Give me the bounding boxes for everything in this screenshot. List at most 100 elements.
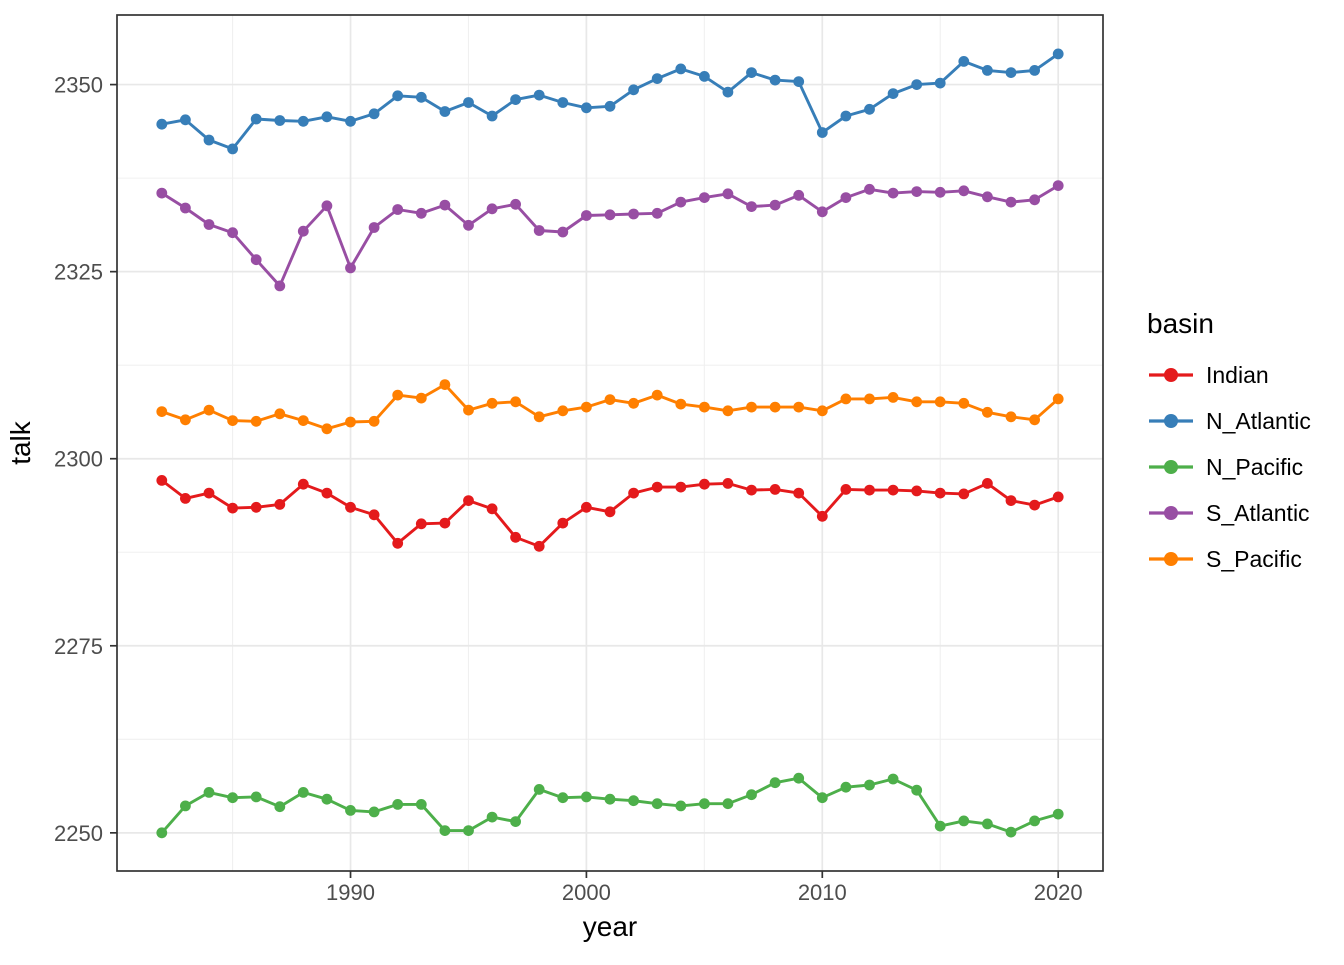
data-point <box>321 423 333 435</box>
data-point <box>533 225 545 236</box>
data-point <box>510 94 521 105</box>
data-point <box>840 110 852 122</box>
data-point <box>297 478 309 490</box>
data-point <box>934 77 946 89</box>
axis-ticks <box>110 83 1060 878</box>
data-point <box>1052 180 1064 192</box>
data-point <box>486 110 498 122</box>
data-point <box>368 108 380 120</box>
data-point <box>250 791 262 803</box>
legend-item-n_pacific: N_Pacific <box>1149 454 1303 480</box>
legend-label: N_Atlantic <box>1206 408 1311 434</box>
data-point <box>439 106 451 117</box>
data-point <box>840 192 852 204</box>
legend-key-point <box>1164 506 1178 520</box>
data-point <box>297 787 309 798</box>
data-point <box>604 793 616 805</box>
data-point <box>581 210 592 221</box>
legend-key-point <box>1164 460 1178 474</box>
data-point <box>793 487 805 499</box>
data-point <box>227 502 239 514</box>
series-n_pacific <box>156 772 1064 839</box>
data-point <box>722 798 734 810</box>
data-point <box>982 406 993 418</box>
data-point <box>675 398 687 410</box>
data-point <box>297 415 309 426</box>
x-tick-label: 2010 <box>798 880 847 905</box>
data-point <box>1029 815 1040 827</box>
data-point <box>840 781 852 793</box>
data-point <box>699 71 710 82</box>
series-indian <box>156 475 1064 552</box>
data-point <box>793 76 805 87</box>
data-point <box>203 404 215 416</box>
legend-label: N_Pacific <box>1206 454 1303 480</box>
data-point <box>816 792 828 804</box>
data-point <box>250 501 262 513</box>
data-point <box>1029 499 1040 511</box>
data-point <box>746 484 757 496</box>
data-point <box>227 415 239 426</box>
data-point <box>982 191 993 203</box>
data-point <box>982 818 993 830</box>
data-point <box>887 187 899 199</box>
panel-border <box>116 14 1104 872</box>
x-tick-label: 2000 <box>562 880 611 905</box>
data-point <box>651 207 663 219</box>
data-point <box>581 401 592 413</box>
data-point <box>1052 48 1064 60</box>
data-point <box>604 209 616 221</box>
data-point <box>486 203 498 215</box>
legend-item-s_pacific: S_Pacific <box>1149 546 1302 572</box>
data-point <box>887 392 899 403</box>
data-point <box>628 397 639 409</box>
data-point <box>439 199 451 211</box>
data-point <box>510 816 521 827</box>
data-point <box>1029 194 1040 206</box>
data-point <box>746 789 757 801</box>
data-point <box>769 777 781 789</box>
data-point <box>463 97 474 108</box>
legend-label: S_Pacific <box>1206 546 1302 572</box>
data-point <box>274 408 286 420</box>
series-n_atlantic <box>156 48 1064 155</box>
data-point <box>557 226 569 238</box>
data-point <box>463 404 474 416</box>
data-point <box>345 262 356 274</box>
data-point <box>769 484 781 495</box>
series-s_atlantic <box>156 180 1064 292</box>
data-point <box>911 186 923 198</box>
data-point <box>934 820 946 832</box>
data-point <box>392 204 404 215</box>
data-point <box>722 188 734 200</box>
data-point <box>345 805 356 816</box>
data-point <box>746 401 757 413</box>
data-point <box>415 392 427 404</box>
data-point <box>486 503 498 515</box>
data-point <box>675 63 687 75</box>
data-point <box>911 485 923 497</box>
data-point <box>699 401 710 413</box>
major-gridlines <box>117 15 1103 871</box>
data-point <box>274 115 286 126</box>
data-point <box>911 396 923 408</box>
data-point <box>203 134 215 146</box>
data-point <box>864 103 875 115</box>
data-point <box>864 393 875 405</box>
data-point <box>321 111 333 123</box>
data-point <box>722 478 734 489</box>
data-point <box>415 518 427 530</box>
x-tick-label: 2020 <box>1034 880 1083 905</box>
data-point <box>392 389 404 401</box>
y-tick-label: 2325 <box>54 260 103 285</box>
data-point <box>392 537 404 549</box>
data-point <box>250 113 262 125</box>
data-point <box>628 208 639 220</box>
x-tick-label: 1990 <box>326 880 375 905</box>
data-point <box>250 254 262 266</box>
data-point <box>958 185 970 197</box>
data-point <box>840 484 852 495</box>
data-point <box>368 806 380 818</box>
axis-tick-labels: 2250 2275 2300 2325 2350 1990 2000 2010 2020 <box>54 73 1083 905</box>
